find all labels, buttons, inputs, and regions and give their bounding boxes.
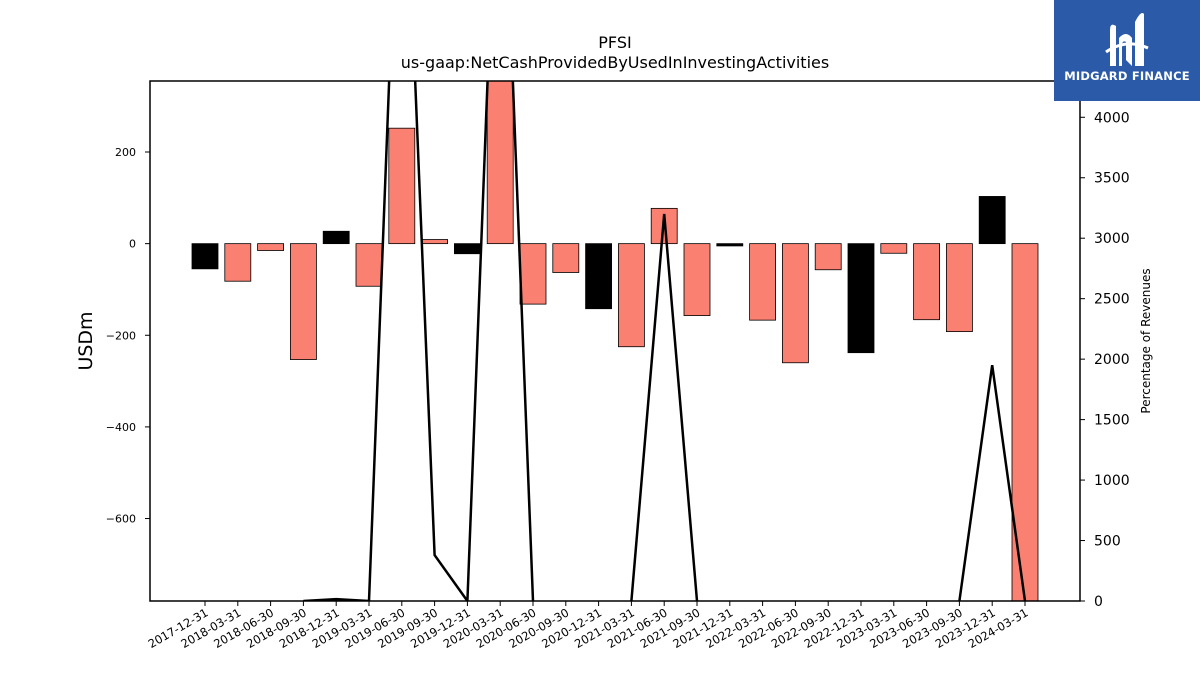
bar-2023-09-30 <box>946 243 973 333</box>
y-tick-label: 200 <box>115 146 136 159</box>
percentage-line <box>958 365 1027 601</box>
bar-2022-12-31 <box>847 243 875 354</box>
y-tick-label: −600 <box>106 513 136 526</box>
y2-tick-label: 1500 <box>1094 413 1130 429</box>
bar-2019-06-30 <box>388 127 416 245</box>
bar-2021-12-31 <box>716 243 744 247</box>
bar-2022-03-31 <box>749 243 776 321</box>
percentage-line <box>630 213 699 601</box>
bar-2019-03-31 <box>355 243 383 287</box>
y2-tick-label: 2500 <box>1094 292 1130 308</box>
bar-2023-12-31 <box>978 196 1006 245</box>
bar-2020-03-31 <box>486 81 514 245</box>
bar-2018-12-31 <box>322 230 350 245</box>
bar-2021-09-30 <box>683 243 711 316</box>
midgard-finance-logo: MIDGARD FINANCE <box>1054 0 1200 101</box>
y2-tick-label: 3500 <box>1094 171 1130 187</box>
bar-2023-03-31 <box>880 243 908 254</box>
percentage-line <box>303 81 535 601</box>
bar-2021-03-31 <box>618 243 645 348</box>
chart-subtitle: us-gaap:NetCashProvidedByUsedInInvesting… <box>401 53 829 72</box>
y2-tick-label: 1000 <box>1094 473 1130 489</box>
bar-2019-12-31 <box>453 243 481 255</box>
logo-text: MIDGARD FINANCE <box>1064 69 1190 83</box>
bar-2022-06-30 <box>782 243 809 364</box>
y2-tick-label: 3000 <box>1094 231 1130 247</box>
bar-2018-03-31 <box>224 243 252 282</box>
bar-2024-03-31 <box>1011 243 1039 601</box>
bar-2023-06-30 <box>913 243 940 321</box>
bar-2020-06-30 <box>519 243 547 305</box>
y-axis-label: USDm <box>75 311 97 370</box>
y-tick-label: −400 <box>106 421 136 434</box>
chart-title: PFSI <box>598 33 631 52</box>
bar-2017-12-31 <box>191 243 219 270</box>
y2-tick-label: 0 <box>1094 594 1103 610</box>
bar-2019-09-30 <box>421 239 449 245</box>
bar-2020-12-31 <box>585 243 612 310</box>
bar-2018-06-30 <box>257 243 285 251</box>
y2-tick-label: 2000 <box>1094 352 1130 368</box>
y2-tick-label: 4000 <box>1094 110 1130 126</box>
y2-tick-label: 500 <box>1094 534 1121 550</box>
plot-frame <box>149 80 1081 602</box>
midgard-logo-icon <box>1105 13 1149 67</box>
y2-axis-label: Percentage of Revenues <box>1139 268 1153 413</box>
y-tick-label: 0 <box>129 238 136 251</box>
bar-2022-09-30 <box>814 243 842 271</box>
bar-2018-09-30 <box>289 243 317 360</box>
y-tick-label: −200 <box>106 329 136 342</box>
bar-2020-09-30 <box>552 243 580 273</box>
